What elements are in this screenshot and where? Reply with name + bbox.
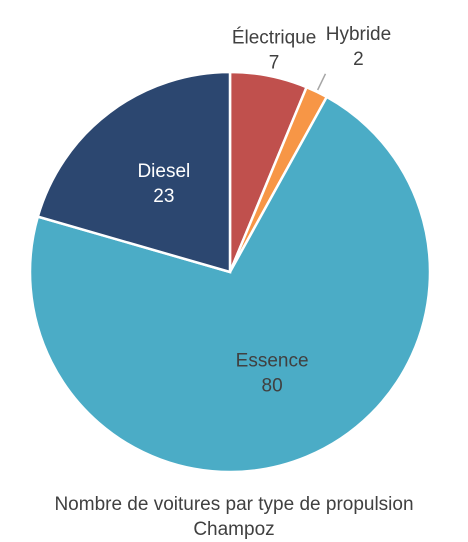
data-label-value: 23 bbox=[153, 186, 174, 207]
data-label-name: Électrique bbox=[232, 27, 317, 48]
pie-slice bbox=[28, 95, 432, 474]
chart-title: Nombre de voitures par type de propulsio… bbox=[54, 494, 413, 515]
data-label-value: 7 bbox=[269, 52, 280, 73]
data-label-name: Hybride bbox=[326, 24, 391, 45]
data-label-value: 80 bbox=[262, 376, 283, 397]
pie-slice bbox=[36, 70, 232, 274]
data-label-name: Essence bbox=[236, 351, 309, 372]
data-label-name: Diesel bbox=[137, 161, 190, 182]
data-label-value: 2 bbox=[353, 49, 364, 70]
leader-line bbox=[316, 73, 327, 91]
chart-subtitle: Champoz bbox=[193, 519, 274, 540]
